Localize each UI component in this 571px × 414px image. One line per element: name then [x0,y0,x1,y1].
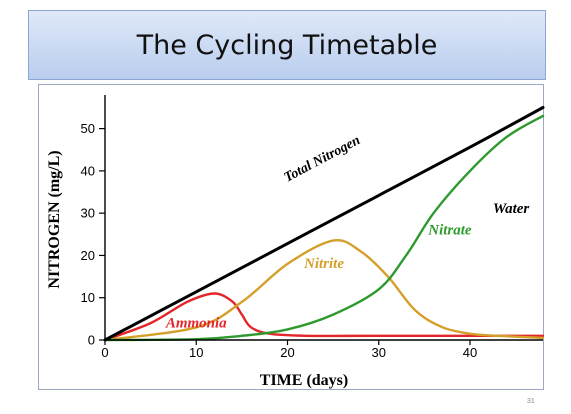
nitrate-label: Nitrate [427,222,472,238]
chart-frame: 0 10 20 30 40 50 0 10 20 30 40 TIME (days) NITROGEN … [38,84,545,390]
y-tick-label: 40 [81,163,95,178]
x-tick-label: 30 [372,345,386,360]
labels-layer: Total Nitrogen Nitrate Nitrite Ammonia Water [165,133,530,331]
series-layer [103,106,545,342]
slide-number: 31 [527,398,535,405]
axes-layer: 0 10 20 30 40 50 0 10 20 30 40 TIME (days) NITROGEN … [46,95,543,389]
x-tick-label: 20 [280,345,294,360]
title-banner: The Cycling Timetable [28,10,546,80]
total-nitrogen-label: Total Nitrogen [282,133,363,186]
y-axis-title: NITROGEN (mg/L) [46,150,63,288]
x-axis-title: TIME (days) [260,372,348,389]
water-annotation: Water [493,201,530,217]
nitrite-line [103,239,545,342]
cycling-chart: 0 10 20 30 40 50 0 10 20 30 40 TIME (days) NITROGEN … [46,95,545,389]
y-tick-label: 50 [81,121,95,136]
total-nitrogen-line [103,106,545,342]
ammonia-line [103,292,545,342]
y-tick-label: 10 [81,290,95,305]
slide-title: The Cycling Timetable [136,29,438,61]
y-tick-label: 20 [81,248,95,263]
x-tick-label: 0 [101,345,108,360]
nitrate-line [103,114,545,342]
y-tick-label: 30 [81,206,95,221]
x-tick-label: 10 [189,345,203,360]
ammonia-label: Ammonia [165,315,227,331]
nitrite-label: Nitrite [303,256,344,272]
x-tick-label: 40 [463,345,477,360]
y-tick-label: 0 [88,333,95,348]
